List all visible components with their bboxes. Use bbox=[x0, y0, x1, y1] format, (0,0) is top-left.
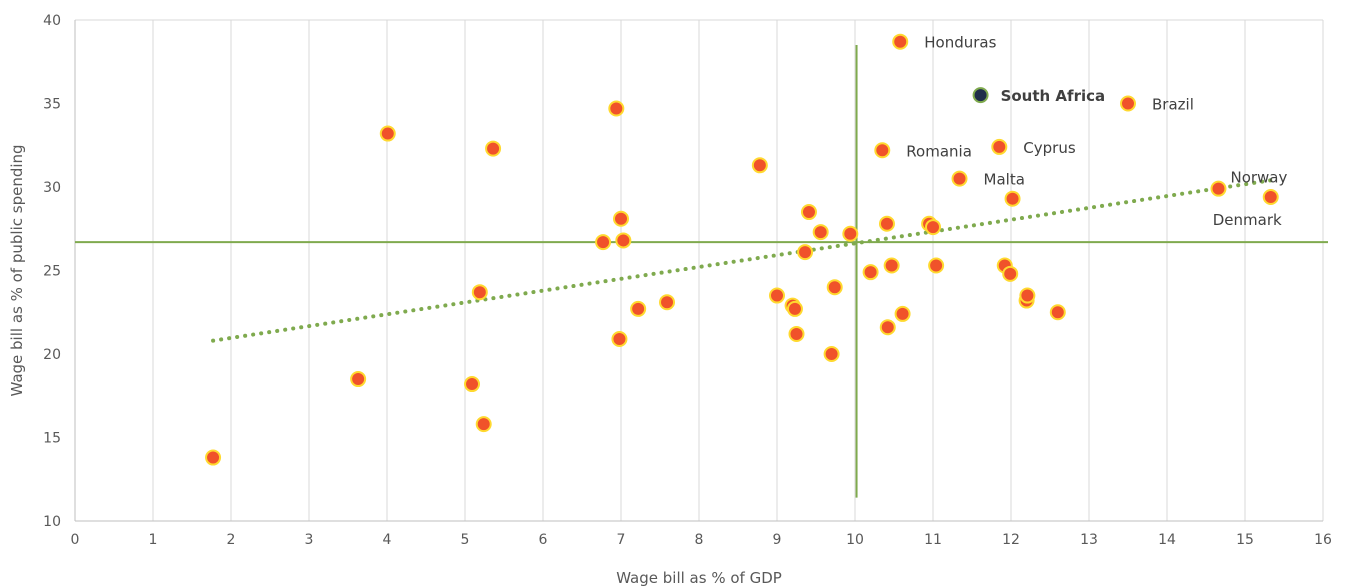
x-tick-label-9: 9 bbox=[773, 532, 782, 548]
y-tick-label-20: 20 bbox=[43, 347, 61, 363]
point-label-cyprus: Cyprus bbox=[1023, 139, 1076, 157]
data-point bbox=[379, 125, 396, 142]
x-tick-label-1: 1 bbox=[149, 532, 158, 548]
data-point bbox=[788, 325, 805, 342]
data-point bbox=[475, 416, 492, 433]
data-point bbox=[1049, 304, 1066, 321]
data-point bbox=[1210, 180, 1227, 197]
data-point bbox=[951, 170, 968, 187]
data-point bbox=[991, 138, 1008, 155]
point-labels: Romania Honduras Malta Cyprus Brazil Norway De… bbox=[906, 34, 1287, 229]
y-tick-label-35: 35 bbox=[43, 97, 61, 113]
x-tick-label-12: 12 bbox=[1002, 532, 1020, 548]
point-label-honduras: Honduras bbox=[924, 34, 996, 52]
data-point bbox=[464, 376, 481, 393]
gridlines bbox=[74, 19, 1324, 521]
y-tick-label-25: 25 bbox=[43, 264, 61, 280]
data-point bbox=[800, 204, 817, 221]
data-point bbox=[826, 279, 843, 296]
data-point bbox=[797, 244, 814, 261]
data-point bbox=[928, 257, 945, 274]
y-tick-labels: 10 15 20 25 30 35 40 bbox=[43, 13, 61, 530]
data-point bbox=[879, 319, 896, 336]
data-point bbox=[925, 219, 941, 236]
y-tick-label-10: 10 bbox=[43, 514, 61, 530]
data-point bbox=[1002, 265, 1019, 282]
x-tick-label-16: 16 bbox=[1314, 532, 1332, 548]
data-point bbox=[659, 294, 676, 311]
data-point bbox=[878, 215, 895, 232]
data-point bbox=[823, 346, 840, 362]
data-point bbox=[894, 305, 911, 322]
y-tick-label-30: 30 bbox=[43, 180, 61, 196]
data-point bbox=[892, 33, 909, 50]
x-tick-label-13: 13 bbox=[1080, 532, 1098, 548]
trendline bbox=[211, 178, 1273, 343]
x-tick-label-14: 14 bbox=[1158, 532, 1176, 548]
y-tick-label-40: 40 bbox=[43, 13, 61, 29]
data-point bbox=[874, 142, 891, 159]
x-tick-label-4: 4 bbox=[383, 532, 392, 548]
data-point bbox=[350, 371, 367, 388]
data-point bbox=[1262, 189, 1279, 206]
x-tick-label-3: 3 bbox=[305, 532, 314, 548]
data-points bbox=[205, 33, 1279, 466]
data-point bbox=[751, 157, 768, 174]
data-point bbox=[862, 264, 879, 281]
x-tick-label-6: 6 bbox=[539, 532, 548, 548]
x-tick-label-10: 10 bbox=[846, 532, 864, 548]
data-point bbox=[1019, 287, 1036, 304]
data-point bbox=[769, 287, 785, 304]
data-point bbox=[883, 257, 900, 274]
data-point bbox=[485, 140, 502, 157]
x-tick-label-11: 11 bbox=[924, 532, 942, 548]
x-tick-label-0: 0 bbox=[71, 532, 80, 548]
data-point bbox=[1004, 190, 1021, 207]
point-label-norway: Norway bbox=[1230, 169, 1287, 187]
x-tick-label-15: 15 bbox=[1236, 532, 1254, 548]
x-tick-label-2: 2 bbox=[227, 532, 236, 548]
x-axis-title: Wage bill as % of GDP bbox=[616, 569, 782, 586]
data-point bbox=[615, 232, 632, 249]
point-label-malta: Malta bbox=[984, 171, 1025, 189]
x-tick-labels: 0 1 2 3 4 5 6 7 8 9 10 11 12 13 14 15 16 bbox=[71, 532, 1332, 548]
data-point bbox=[595, 234, 612, 251]
highlight-label: South Africa bbox=[1001, 87, 1106, 105]
data-point bbox=[471, 284, 488, 301]
data-point bbox=[842, 225, 859, 242]
data-point bbox=[205, 449, 222, 466]
point-label-brazil: Brazil bbox=[1152, 96, 1194, 114]
data-point bbox=[613, 210, 629, 227]
data-point bbox=[1120, 95, 1136, 112]
point-label-romania: Romania bbox=[906, 142, 972, 160]
data-point bbox=[786, 300, 803, 317]
data-point bbox=[630, 300, 647, 317]
data-point bbox=[812, 224, 829, 241]
x-tick-label-7: 7 bbox=[617, 532, 626, 548]
highlight-point bbox=[972, 87, 989, 104]
x-tick-label-5: 5 bbox=[461, 532, 470, 548]
y-tick-label-15: 15 bbox=[43, 431, 61, 447]
x-tick-label-8: 8 bbox=[695, 532, 704, 548]
point-label-denmark: Denmark bbox=[1213, 211, 1282, 229]
data-point bbox=[608, 100, 625, 117]
y-axis-title: Wage bill as % of public spending bbox=[8, 144, 26, 396]
data-point bbox=[611, 330, 628, 347]
